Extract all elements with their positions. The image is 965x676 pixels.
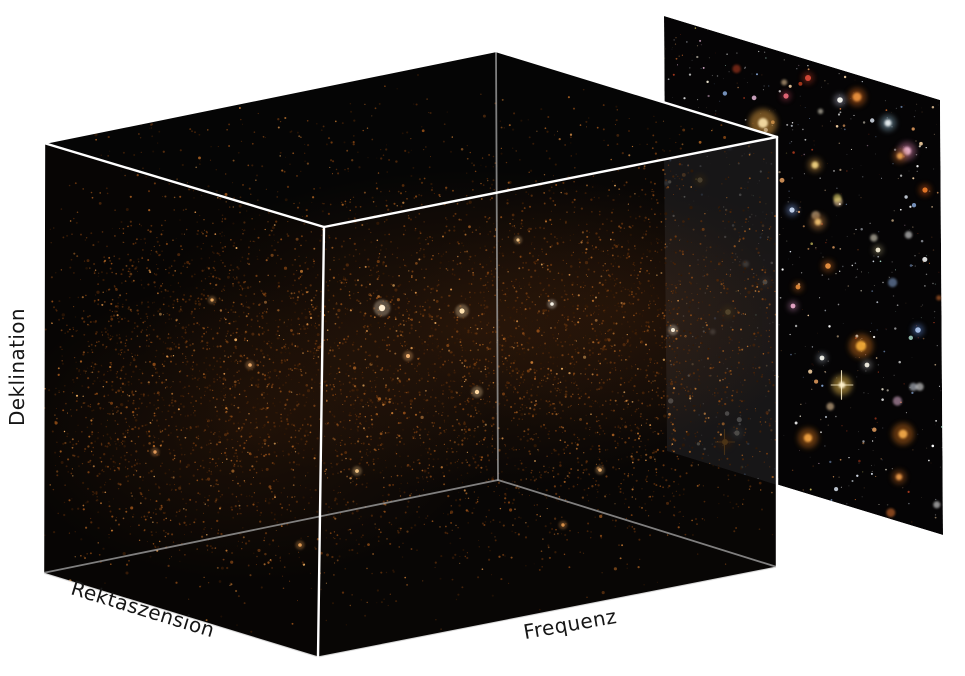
radio-source-cloud <box>43 52 777 633</box>
cube-edges <box>41 49 779 659</box>
axis-label-declination: Deklination <box>5 307 29 427</box>
